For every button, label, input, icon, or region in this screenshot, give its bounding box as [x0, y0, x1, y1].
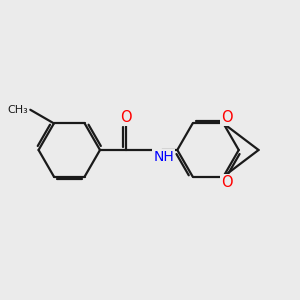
Text: O: O [120, 110, 132, 125]
Text: NH: NH [154, 150, 174, 164]
Text: O: O [221, 175, 233, 190]
Text: CH₃: CH₃ [8, 105, 28, 115]
Text: O: O [221, 110, 233, 125]
